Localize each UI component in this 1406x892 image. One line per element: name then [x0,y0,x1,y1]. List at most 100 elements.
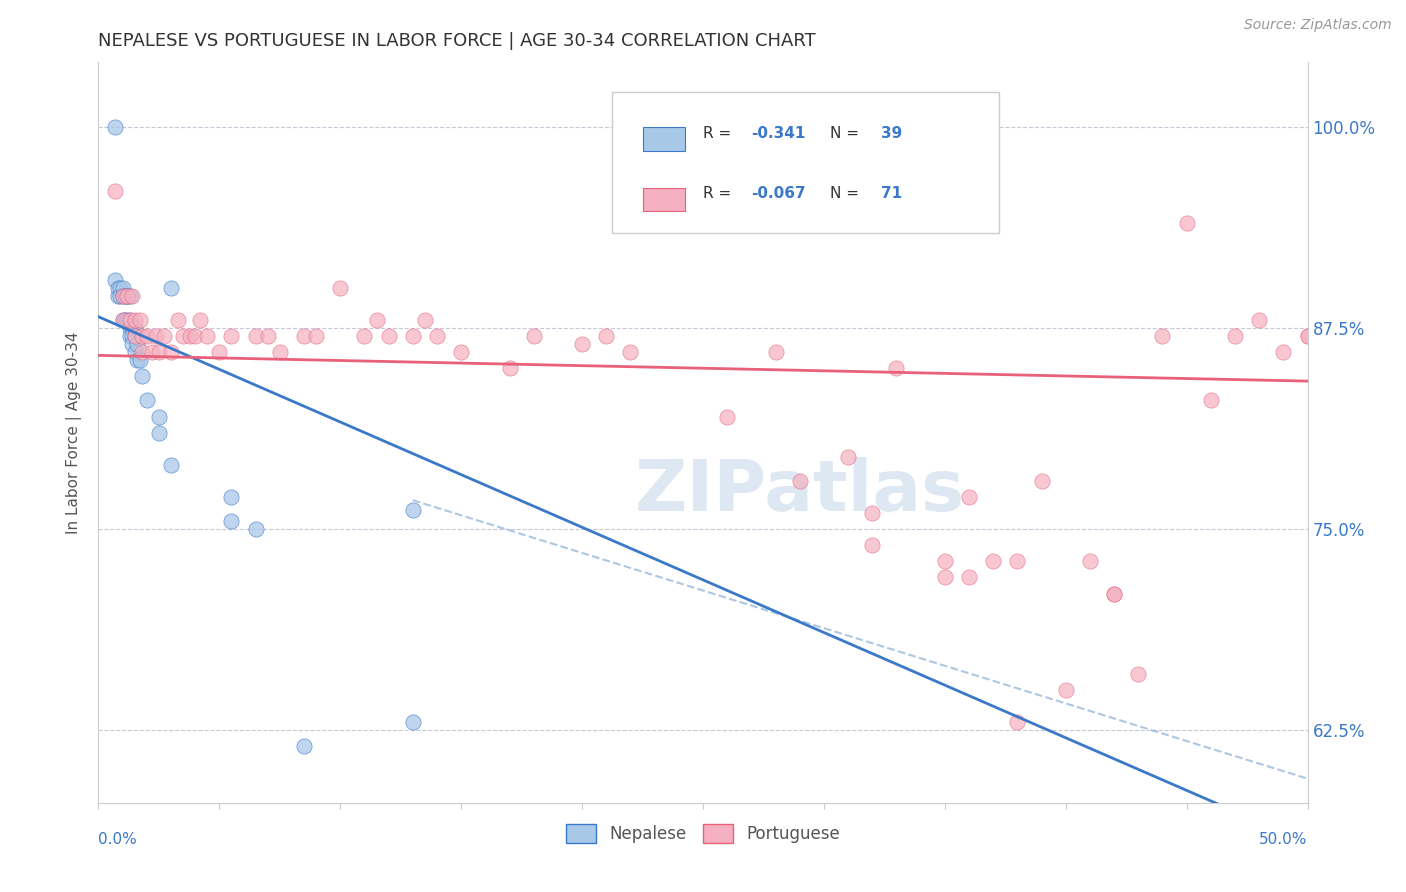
Point [1199,393,1222,408]
Point [114,313,136,327]
Point [124,345,146,359]
Point [135,329,157,343]
Point [111,289,134,303]
Point [188,313,211,327]
Point [1223,329,1246,343]
Point [124,329,146,343]
Point [860,506,883,520]
Point [118,313,141,327]
Point [329,281,352,295]
Point [131,369,153,384]
Point [128,313,150,327]
Text: 71: 71 [880,186,901,202]
Point [221,329,243,343]
Point [152,329,174,343]
Point [135,393,157,408]
Point [765,345,787,359]
Point [131,329,153,343]
Text: R =: R = [703,126,737,141]
Text: -0.341: -0.341 [751,126,806,141]
Point [1031,474,1053,488]
Point [148,425,170,440]
Point [256,329,278,343]
Point [145,329,167,343]
Point [716,409,738,424]
Point [172,329,194,343]
Point [1007,715,1029,730]
Point [1007,554,1029,568]
Text: 39: 39 [880,126,903,141]
Point [934,554,956,568]
Point [160,345,183,359]
Point [117,289,139,303]
Point [121,329,143,343]
Point [245,329,267,343]
Legend: Nepalese, Portuguese: Nepalese, Portuguese [560,817,846,850]
Text: N =: N = [830,126,863,141]
Point [111,313,134,327]
Point [167,313,190,327]
Point [981,554,1004,568]
Point [934,570,956,584]
Point [117,313,139,327]
Point [1128,667,1150,681]
Point [1296,329,1319,343]
Point [111,281,134,295]
Point [118,313,141,327]
Point [107,289,129,303]
Point [402,329,425,343]
Bar [643,128,685,151]
Point [402,715,425,730]
Point [426,329,449,343]
Point [131,345,153,359]
Point [292,739,315,754]
Point [104,184,127,198]
Point [160,281,183,295]
Point [221,490,243,504]
Point [245,522,267,536]
Point [860,538,883,552]
Point [107,281,129,295]
Point [619,345,641,359]
Point [957,570,980,584]
Point [195,329,218,343]
Point [111,313,134,327]
Point [121,289,143,303]
Text: N =: N = [830,186,863,202]
Point [117,289,139,303]
Point [1152,329,1174,343]
Point [402,503,425,517]
Point [498,361,520,376]
Point [1272,345,1295,359]
Point [837,450,859,464]
Point [118,289,141,303]
Point [111,289,134,303]
Point [377,329,399,343]
Point [128,353,150,368]
Point [1175,216,1198,230]
Point [789,474,811,488]
Point [124,329,146,343]
Point [124,321,146,335]
Point [127,353,149,368]
Point [148,409,170,424]
Point [886,361,908,376]
Point [121,321,143,335]
Point [179,329,201,343]
Point [353,329,375,343]
Point [450,345,472,359]
Point [114,289,136,303]
Text: R =: R = [703,186,737,202]
Point [1078,554,1101,568]
Y-axis label: In Labor Force | Age 30-34: In Labor Force | Age 30-34 [66,331,83,534]
Point [221,514,243,528]
Bar [643,187,685,211]
Point [184,329,207,343]
Point [104,273,127,287]
Point [118,329,141,343]
Point [1054,683,1077,698]
Point [141,345,163,359]
Point [148,345,170,359]
Point [595,329,617,343]
Point [117,289,139,303]
